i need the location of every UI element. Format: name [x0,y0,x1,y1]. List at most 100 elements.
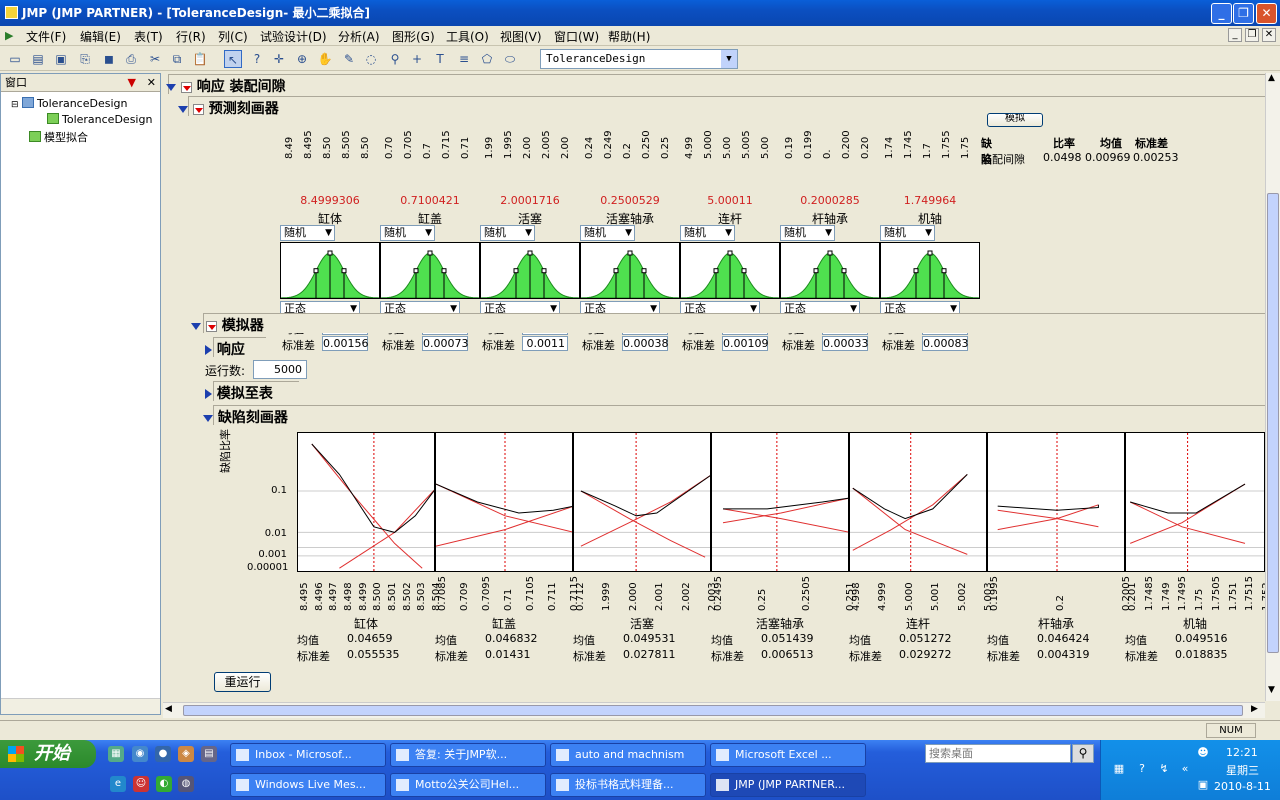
factor-distribution-plot[interactable] [280,242,380,299]
close-button[interactable]: ✕ [1256,3,1277,24]
pane-menu-icon[interactable]: ▼ [127,76,136,89]
keyboard-icon[interactable]: ▦ [1113,762,1125,775]
menu-analyze[interactable]: 分析(A) [338,30,380,44]
factor-sd-input[interactable]: 0.00033 [822,336,869,351]
defect-profile-panel[interactable] [711,432,851,572]
report-vscroll[interactable]: ▲ ▼ [1265,73,1280,701]
taskbar-item[interactable]: Microsoft Excel ... [710,743,866,767]
menu-window[interactable]: 窗口(W) [554,30,600,44]
menu-edit[interactable]: 编辑(E) [80,30,121,44]
factor-distribution-plot[interactable] [480,242,580,299]
factor-distribution-plot[interactable] [880,242,980,299]
quicklaunch-icon[interactable]: ◐ [156,776,172,792]
import-icon[interactable]: ⎘ [80,52,90,66]
factor-current-value[interactable]: 0.2500529 [600,194,660,207]
defect-profile-panel[interactable] [1125,432,1266,572]
chevron-down-icon[interactable]: ▼ [450,304,457,314]
table-selector[interactable]: ToleranceDesign ▼ [540,49,738,69]
lasso-icon[interactable]: ◌ [365,52,377,66]
simulator-outline[interactable]: 模拟器 [191,315,264,335]
disclosure-icon[interactable] [166,83,176,91]
mdi-minimize-button[interactable]: _ [1228,28,1242,42]
menu-graph[interactable]: 图形(G) [392,30,435,44]
prediction-profiler-outline[interactable]: 预测刻画器 [178,98,279,118]
factor-current-value[interactable]: 8.4999306 [300,194,360,207]
chevron-down-icon[interactable]: ▼ [550,304,557,314]
factor-sd-input[interactable]: 0.00109 [722,336,769,351]
factor-current-value[interactable]: 0.7100421 [400,194,460,207]
polygon-tool-icon[interactable]: ⬠ [481,52,493,66]
tray-expand-icon[interactable]: « [1181,762,1189,775]
defect-profiler-outline[interactable]: 缺陷刻画器 [203,407,288,427]
arrow-tool-icon[interactable]: ↖ [224,50,242,68]
menu-cols[interactable]: 列(C) [218,30,248,44]
chevron-down-icon[interactable]: ▼ [650,304,657,314]
brush-icon[interactable]: ✎ [343,52,355,66]
factor-sd-input[interactable]: 0.00156 [322,336,369,351]
grabber-icon[interactable]: ✋ [317,52,333,66]
new-script-icon[interactable]: ▤ [32,52,44,66]
chevron-down-icon[interactable]: ▼ [825,228,832,238]
mdi-restore-button[interactable]: ❐ [1245,28,1259,42]
help-icon[interactable]: ? [1139,762,1145,775]
chevron-down-icon[interactable]: ▼ [721,50,737,68]
network-icon[interactable]: ▣ [1197,778,1209,791]
tree-item-table[interactable]: ⊟ ToleranceDesign [11,97,128,110]
taskbar-item-active[interactable]: JMP (JMP PARTNER... [710,773,866,797]
magnifier-icon[interactable]: ⚲ [390,52,400,66]
chevron-down-icon[interactable]: ▼ [625,228,632,238]
quicklaunch-icon[interactable]: ▤ [201,746,217,762]
menu-help[interactable]: 帮助(H) [608,30,651,44]
left-pane-hscroll[interactable] [1,698,160,714]
runs-input[interactable]: 5000 [253,360,307,379]
menu-rows[interactable]: 行(R) [176,30,206,44]
factor-distribution-plot[interactable] [780,242,880,299]
cut-icon[interactable]: ✂ [149,52,161,66]
start-button[interactable]: 开始 [0,740,96,768]
quicklaunch-icon[interactable]: ◈ [178,746,194,762]
defect-profile-panel[interactable] [573,432,713,572]
crosshair-icon[interactable]: ⊕ [296,52,308,66]
taskbar-item[interactable]: 答复: 关于JMP软... [390,743,546,767]
chevron-down-icon[interactable]: ▼ [350,304,357,314]
taskbar-item[interactable]: 投标书格式料理备... [550,773,706,797]
chevron-down-icon[interactable]: ▼ [425,228,432,238]
hscroll-thumb[interactable] [183,705,1243,716]
messenger-icon[interactable]: ☻ [1197,746,1209,759]
show-desktop-icon[interactable]: ▦ [108,746,124,762]
restore-button[interactable]: ❐ [1233,3,1254,24]
line-tool-icon[interactable]: ≡ [458,52,470,66]
simulate-to-table-outline[interactable]: 模拟至表 [205,383,273,403]
ie-icon[interactable]: e [110,776,126,792]
defect-profile-panel[interactable] [297,432,437,572]
response-outline[interactable]: 响应 装配间隙 [166,76,286,96]
scroll-right-icon[interactable]: ▶ [1251,704,1258,714]
report-hscroll[interactable]: ◀ ▶ [163,702,1265,718]
tree-item-model-fit[interactable]: 模型拟合 [29,129,88,145]
paste-icon[interactable]: 📋 [192,52,208,66]
menu-table[interactable]: 表(T) [134,30,163,44]
open-icon[interactable]: ▣ [55,52,67,66]
pane-close-icon[interactable]: ✕ [146,76,156,89]
desktop-search-input[interactable]: 搜索桌面 [925,744,1071,763]
factor-sd-input[interactable]: 0.00083 [922,336,969,351]
factor-mode-select[interactable]: 随机 ▼ [280,225,335,241]
red-triangle-menu-icon[interactable] [180,81,192,93]
plus-icon[interactable]: + [411,52,423,66]
menu-view[interactable]: 视图(V) [500,30,542,44]
factor-distribution-plot[interactable] [380,242,480,299]
minimize-button[interactable]: _ [1211,3,1232,24]
defect-profile-panel[interactable] [849,432,988,572]
chevron-down-icon[interactable]: ▼ [525,228,532,238]
mdi-close-button[interactable]: ✕ [1262,28,1276,42]
factor-sd-input[interactable]: 0.0011 [522,336,568,351]
oval-tool-icon[interactable]: ⬭ [504,52,516,66]
factor-mode-select[interactable]: 随机 ▼ [780,225,835,241]
taskbar-item[interactable]: Inbox - Microsof... [230,743,386,767]
print-icon[interactable]: ⎙ [126,52,136,66]
menu-tools[interactable]: 工具(O) [446,30,489,44]
chevron-down-icon[interactable]: ▼ [725,228,732,238]
copy-icon[interactable]: ⧉ [172,52,182,66]
factor-mode-select[interactable]: 随机 ▼ [680,225,735,241]
menu-file[interactable]: 文件(F) [26,30,67,44]
